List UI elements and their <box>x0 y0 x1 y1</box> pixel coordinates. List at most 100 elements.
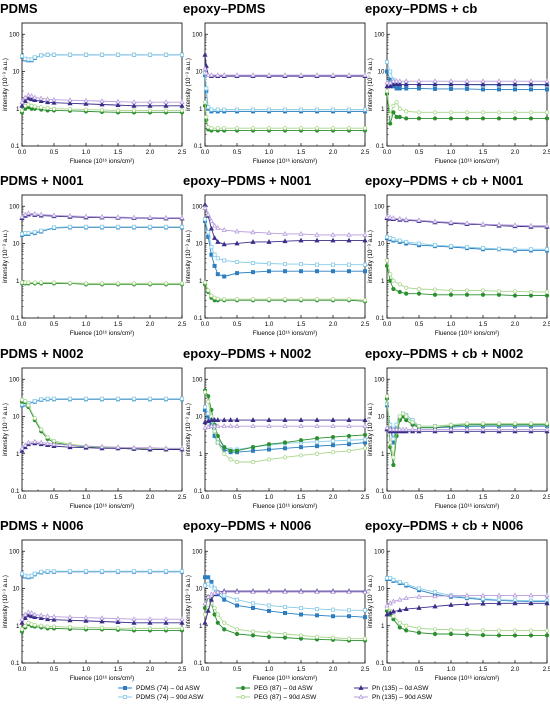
data-point <box>394 100 399 105</box>
x-tick-label: 0.5 <box>50 321 59 328</box>
data-point <box>397 289 402 295</box>
series-pdms-74-0d-asw <box>202 575 367 620</box>
data-point <box>330 237 336 243</box>
data-point <box>266 72 272 77</box>
data-point <box>250 229 256 235</box>
data-point <box>228 457 233 462</box>
data-point <box>416 426 422 432</box>
data-point <box>234 627 240 632</box>
data-point <box>205 593 211 599</box>
data-point <box>208 417 214 422</box>
data-point <box>179 99 185 105</box>
series-peg-87-90d-asw <box>202 601 368 641</box>
data-point <box>330 635 336 640</box>
data-point <box>39 280 44 285</box>
series-peg-87-90d-asw <box>19 620 185 632</box>
data-point <box>416 586 421 591</box>
series-ph-135-0d-asw <box>19 95 185 108</box>
x-axis-label: Fluence (10¹⁶ ions/cm²) <box>435 503 499 510</box>
y-axis-label: intensity (10⁻³ a.u.) <box>185 403 192 456</box>
data-point <box>83 107 89 112</box>
data-point <box>544 289 550 295</box>
data-point <box>131 214 137 220</box>
data-point <box>250 260 255 265</box>
x-tick-label: 2.5 <box>178 666 187 673</box>
data-point <box>99 618 105 624</box>
x-tick-label: 0.5 <box>415 494 424 501</box>
data-point <box>330 231 336 237</box>
data-point <box>131 281 137 286</box>
data-point <box>544 110 550 115</box>
data-point <box>544 293 550 298</box>
data-point <box>330 423 336 429</box>
data-point <box>202 100 208 105</box>
y-axis-label: intensity (10⁻³ a.u.) <box>185 230 192 283</box>
y-tick-label: 10 <box>378 69 385 76</box>
data-point <box>19 571 24 576</box>
x-tick-label: 1.0 <box>82 149 91 156</box>
data-point <box>266 417 272 422</box>
data-point <box>204 86 209 91</box>
series-peg-87-90d-asw <box>19 102 185 113</box>
data-point <box>384 79 390 85</box>
data-point <box>83 617 89 623</box>
data-point <box>432 110 438 115</box>
data-point <box>83 100 89 106</box>
data-point <box>388 112 393 117</box>
data-point <box>432 603 438 609</box>
data-point <box>404 86 409 91</box>
data-point <box>480 628 486 633</box>
data-point <box>496 289 502 294</box>
series-peg-87-90d-asw <box>384 605 550 633</box>
data-point <box>544 222 550 228</box>
data-point <box>362 72 368 77</box>
data-point <box>147 214 153 220</box>
data-point <box>432 243 437 248</box>
x-tick-label: 0.0 <box>18 321 27 328</box>
data-point <box>362 107 367 112</box>
data-point <box>528 110 534 115</box>
data-point <box>84 569 89 574</box>
data-point <box>68 569 73 574</box>
legend-marker <box>240 694 246 700</box>
x-tick-label: 2.0 <box>511 321 520 328</box>
data-point <box>228 423 234 429</box>
y-axis-label: intensity (10⁻³ a.u.) <box>367 403 374 456</box>
data-point <box>416 291 422 296</box>
data-point <box>330 72 336 77</box>
data-point <box>384 424 390 430</box>
plot-frame <box>21 22 183 147</box>
data-point <box>147 619 153 625</box>
data-point <box>222 627 227 632</box>
data-point <box>202 204 208 210</box>
data-point <box>298 297 304 302</box>
data-point <box>512 633 518 638</box>
data-point <box>403 81 409 87</box>
series-peg-87-90d-asw <box>384 394 550 460</box>
data-point <box>298 453 304 458</box>
data-point <box>390 215 396 220</box>
data-point <box>222 597 227 602</box>
data-point <box>67 280 73 285</box>
data-point <box>448 426 454 432</box>
x-axis-label: Fluence (10¹⁶ ions/cm²) <box>253 675 317 682</box>
data-point <box>45 52 50 57</box>
data-point <box>448 602 454 607</box>
data-point <box>346 231 352 237</box>
data-point <box>282 262 287 267</box>
data-point <box>480 633 486 638</box>
x-tick-label: 2.5 <box>543 149 550 156</box>
data-point <box>448 110 454 115</box>
data-point <box>416 217 422 223</box>
data-point <box>397 596 403 602</box>
data-point <box>205 72 211 77</box>
data-point <box>404 582 409 587</box>
data-point <box>346 297 352 302</box>
data-point <box>388 236 393 241</box>
data-point <box>314 436 320 441</box>
data-point <box>391 577 396 582</box>
data-point <box>45 613 51 619</box>
data-point <box>179 619 185 625</box>
plot-frame <box>386 194 548 319</box>
data-point <box>387 214 393 220</box>
